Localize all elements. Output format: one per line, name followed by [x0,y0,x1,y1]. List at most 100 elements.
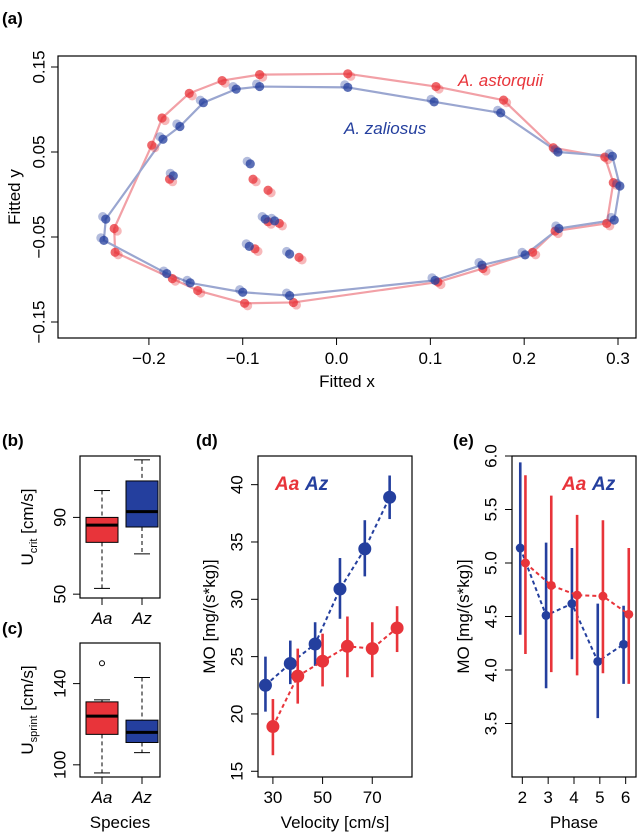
landmark-point [110,247,120,257]
series-Aa-d [266,606,404,756]
landmark-point [240,298,250,308]
x-axis-label-e: Phase [550,813,598,832]
landmark-point [285,249,295,259]
y-axis-label-c: Usprint [cm/s] [18,665,40,754]
boxes-c [85,660,159,774]
series-line [264,496,391,687]
y-tick-label: 15 [227,762,246,781]
legend-aa-d: Aa [274,474,300,495]
landmark-point [607,151,617,161]
landmark-point [477,260,487,270]
landmark-point [162,268,172,279]
landmark-point [245,159,255,169]
y-axis-d: 15 20 25 30 35 40 [227,475,259,781]
legend-az-d: Az [304,474,329,495]
x-tick-label: 4 [569,788,578,807]
x-tick-label: 0.1 [419,349,443,368]
data-point [333,582,347,596]
y-tick-label: 30 [227,590,246,609]
x-tick-label: 2 [518,788,527,807]
label-astorquii: A. astorquii [457,71,544,90]
x-axis-a: −0.2 −0.1 0.0 0.1 0.2 0.3 [132,337,630,368]
x-tick-label: 3 [543,788,552,807]
y-tick-label: 6.0 [481,444,500,468]
data-point [598,591,608,601]
y-axis-b: 50 90 [50,508,81,604]
x-tick-label: −0.2 [132,349,166,368]
data-point [515,543,525,553]
panel-label-e: (e) [453,431,474,450]
landmark-point [238,287,248,297]
data-point [266,720,280,734]
landmark-point [244,241,254,251]
landmark-group-0 [109,69,621,311]
data-point [520,558,530,568]
landmark-point [248,174,258,184]
landmark-point [158,134,168,144]
landmark-point [147,140,157,150]
plot-frame-e [511,455,637,778]
x-tick-label: 30 [263,788,282,807]
y-tick-label: 0.05 [29,135,48,168]
landmark-point [255,70,265,80]
data-point [358,542,372,556]
y-tick-label: 20 [227,704,246,723]
series-Az-d [258,475,397,712]
y-axis-label-e: MO [mg/(s*kg)] [454,559,473,673]
y-axis-label-a: Fitted y [5,169,24,225]
landmark-point [157,113,167,123]
box-Aa [85,516,119,543]
x-axis-label-c: Species [90,813,150,832]
landmark-group-1 [96,79,625,301]
landmark-point [255,81,265,92]
landmark-point [168,171,178,181]
landmark-point [496,108,506,118]
x-tick-label: 0.3 [606,349,630,368]
y-tick-label: 0.15 [29,50,48,83]
data-point [593,656,603,666]
data-point [308,637,322,651]
x-tick-label: Az [131,788,152,807]
series-Aa-e [520,475,634,684]
y-tick-label: 140 [50,669,69,697]
landmark-point [554,223,564,234]
panel-label-d: (d) [196,431,218,450]
y-axis-c: 100 140 [50,669,81,779]
data-point [572,590,582,600]
landmark-point [99,235,109,245]
data-point [340,639,354,653]
x-axis-b: Aa Az [91,598,152,628]
y-tick-label: −0.05 [29,215,48,258]
label-zaliosus: A. zaliosus [343,119,427,138]
landmark-point [285,291,295,301]
data-point [567,599,577,609]
landmark-point [288,297,298,308]
landmark-point [109,223,119,234]
landmark-point [193,285,203,296]
series-line [524,562,630,616]
landmark-point [520,250,530,260]
data-point [283,657,297,671]
landmark-point [270,216,280,226]
outline-0 [113,72,615,305]
y-tick-label: 5.5 [481,498,500,522]
box-Aa [85,701,119,735]
x-tick-label: 6 [621,788,630,807]
y-tick-label: 4.0 [481,658,500,682]
y-tick-label: −0.15 [29,300,48,343]
landmark-point [429,97,439,107]
landmark-point [231,84,241,94]
landmark-point [343,82,353,92]
landmark-point [343,69,353,79]
y-tick-label: 90 [50,508,69,527]
data-point [624,609,634,619]
data-point [390,621,404,635]
landmark-point [528,247,538,257]
legend-aa-e: Aa [561,474,587,495]
landmark-point [184,88,194,98]
x-axis-label-d: Velocity [cm/s] [281,813,390,832]
data-point [316,654,330,668]
y-tick-label: 40 [227,475,246,494]
data-point [541,610,551,620]
